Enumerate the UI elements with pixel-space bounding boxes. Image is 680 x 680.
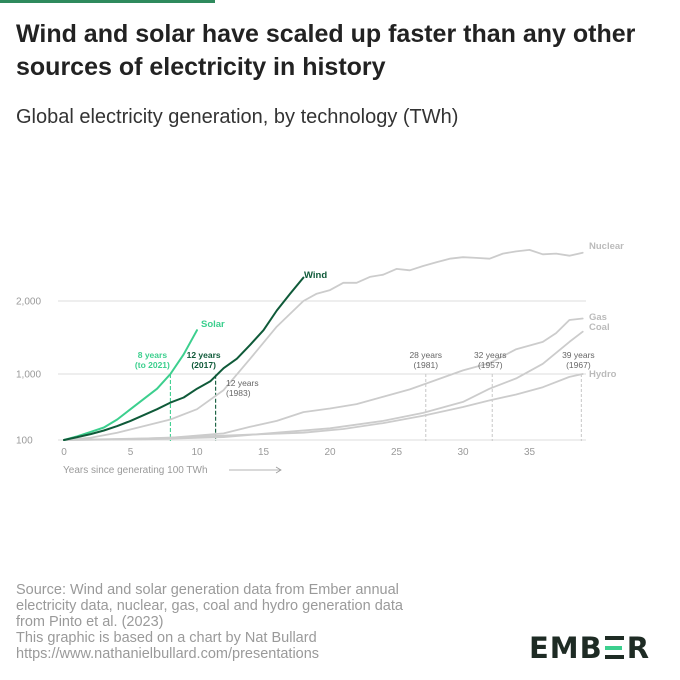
logo-text: R (626, 631, 651, 665)
series-label-nuclear: Nuclear (589, 241, 624, 252)
source-line: electricity data, nuclear, gas, coal and… (16, 598, 403, 614)
guide-lines (169, 374, 582, 441)
y-tick-label: 1,000 (16, 370, 41, 381)
source-note: Source: Wind and solar generation data f… (16, 582, 506, 662)
series-line-nuclear (63, 249, 584, 441)
series-label-coal: Coal (589, 322, 610, 333)
ember-logo: EMB R (529, 631, 650, 665)
logo-text: EMB (529, 631, 603, 665)
source-line: Source: Wind and solar generation data f… (16, 582, 399, 598)
annotation-sublabel: (1957) (478, 360, 503, 370)
annotation-sublabel: (1981) (413, 360, 438, 370)
series-label-hydro: Hydro (589, 369, 617, 380)
annotation-label: 8 years (138, 350, 168, 360)
x-axis-arrowhead (275, 466, 282, 474)
series-line-solar (63, 329, 198, 441)
series-label-gas: Gas (589, 312, 607, 323)
series-label-wind: Wind (304, 270, 327, 281)
chart-subtitle: Global electricity generation, by techno… (16, 106, 459, 128)
series-lines (63, 249, 584, 441)
logo-e-bars-icon (604, 636, 624, 659)
annotation-sublabel: (to 2021) (135, 360, 170, 370)
x-axis-title: Years since generating 100 TWh (63, 465, 208, 476)
x-tick-label: 0 (61, 447, 67, 458)
series-label-solar: Solar (201, 319, 225, 330)
annotations: 8 years(to 2021)12 years(2017)12 years(1… (135, 350, 595, 398)
x-tick-label: 10 (191, 447, 203, 458)
annotation-sublabel: (2017) (191, 360, 216, 370)
y-tick-label: 2,000 (16, 297, 41, 308)
x-tick-label: 30 (457, 447, 469, 458)
annotation-label: 12 years (187, 350, 221, 360)
x-tick-label: 15 (258, 447, 270, 458)
y-grid: 100 1,000 2,000 (16, 297, 586, 447)
logo-bar (604, 655, 624, 659)
x-tick-label: 35 (524, 447, 536, 458)
annotation-label: 28 years (409, 350, 442, 360)
series-line-coal (63, 330, 584, 441)
series-line-hydro (63, 373, 584, 441)
source-link[interactable]: https://www.nathanielbullard.com/present… (16, 646, 320, 662)
annotation-label: 39 years (562, 350, 595, 360)
logo-bar (604, 645, 622, 650)
y-tick-label: 100 (16, 436, 33, 447)
annotation-sublabel: (1983) (226, 388, 251, 398)
chart-title: Wind and solar have scaled up faster tha… (16, 20, 636, 81)
annotation-label: 12 years (226, 378, 259, 388)
source-line: This graphic is based on a chart by Nat … (16, 630, 317, 646)
source-line: from Pinto et al. (2023) (16, 614, 164, 630)
annotation-label: 32 years (474, 350, 507, 360)
x-axis: 0 5 10 15 20 25 30 35 Years since generating 100… (61, 447, 535, 476)
x-tick-label: 5 (128, 447, 134, 458)
x-tick-label: 25 (391, 447, 403, 458)
accent-bar (0, 0, 215, 3)
logo-bar (604, 636, 624, 640)
x-tick-label: 20 (324, 447, 336, 458)
series-line-gas (63, 317, 584, 441)
series-line-wind (63, 276, 305, 441)
annotation-sublabel: (1967) (566, 360, 591, 370)
